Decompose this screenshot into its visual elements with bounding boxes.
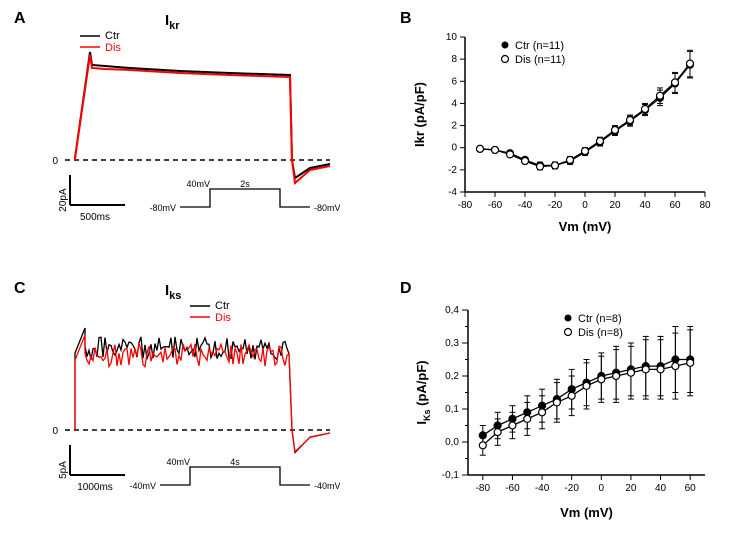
svg-text:Vm (mV): Vm (mV) [560,505,613,520]
panel-a-legend-ctr: Ctr [105,30,120,42]
svg-text:IKs (pA/pF): IKs (pA/pF) [414,360,432,424]
panel-d-chart: -0,1 0,0 0,1 0,2 0,3 0,4 -80 -60 -40 -20 0 20 40 60 Vm… [410,295,720,525]
panel-b-chart: -4-20246810-80-60-40-20020406080Vm (mV)I… [410,22,720,237]
svg-text:0,3: 0,3 [445,338,459,349]
svg-text:Ctr (n=11): Ctr (n=11) [515,40,564,52]
svg-text:Ctr (n=8): Ctr (n=8) [578,313,622,325]
svg-text:-40mV: -40mV [314,481,340,491]
panel-c-title: Iks [165,282,181,302]
svg-text:1000ms: 1000ms [77,482,113,493]
svg-text:40: 40 [639,200,651,211]
panel-a-trace: 0 20pA 500ms -80mV 40mV 2s -80mV [30,30,340,240]
panel-c-trace: 0 5pA 1000ms -40mV 40mV 4s -40mV [30,300,340,520]
svg-text:2s: 2s [240,179,250,189]
svg-text:-80: -80 [458,200,473,211]
svg-text:-2: -2 [448,165,457,176]
svg-text:40mV: 40mV [186,179,210,189]
panel-a-label: A [14,10,26,28]
svg-text:5pA: 5pA [58,461,69,479]
svg-text:20pA: 20pA [58,188,69,212]
svg-text:-40: -40 [535,483,550,494]
svg-text:20: 20 [625,483,637,494]
svg-text:4: 4 [451,98,457,109]
svg-text:-20: -20 [564,483,579,494]
svg-text:Dis (n=11): Dis (n=11) [515,54,565,66]
svg-text:0: 0 [599,483,605,494]
svg-text:-0,1: -0,1 [442,470,460,481]
svg-text:0,4: 0,4 [445,305,459,316]
svg-text:8: 8 [451,54,457,65]
panel-c-label: C [14,280,26,298]
panel-a-legend-dis: Dis [105,42,121,54]
svg-text:-60: -60 [505,483,520,494]
svg-text:0: 0 [451,143,457,154]
svg-text:-20: -20 [548,200,563,211]
panel-a-title: Ikr [165,12,180,32]
svg-text:0: 0 [52,156,58,167]
svg-text:4s: 4s [230,457,240,467]
svg-text:0,1: 0,1 [445,404,459,415]
svg-text:Dis (n=8): Dis (n=8) [578,327,623,339]
svg-text:Ikr (pA/pF): Ikr (pA/pF) [412,82,427,147]
svg-text:60: 60 [685,483,697,494]
svg-text:-40mV: -40mV [129,481,156,491]
svg-text:-80mV: -80mV [149,203,176,213]
svg-text:0: 0 [52,426,58,437]
svg-text:40: 40 [655,483,667,494]
svg-text:-80mV: -80mV [314,203,340,213]
svg-text:40mV: 40mV [166,457,190,467]
svg-text:20: 20 [609,200,621,211]
panel-c-legend-ctr: Ctr [215,300,230,312]
svg-text:2: 2 [451,121,457,132]
svg-text:-40: -40 [518,200,533,211]
panel-c-legend-dis: Dis [215,312,231,324]
svg-text:80: 80 [699,200,711,211]
svg-text:6: 6 [451,76,457,87]
svg-text:Vm (mV): Vm (mV) [559,219,612,234]
svg-text:60: 60 [669,200,681,211]
svg-text:0,2: 0,2 [445,371,459,382]
svg-text:500ms: 500ms [80,212,110,223]
svg-text:0,0: 0,0 [445,437,459,448]
svg-text:0: 0 [582,200,588,211]
svg-text:-80: -80 [476,483,491,494]
svg-text:-60: -60 [488,200,503,211]
svg-text:10: 10 [446,32,458,43]
svg-text:-4: -4 [448,187,457,198]
